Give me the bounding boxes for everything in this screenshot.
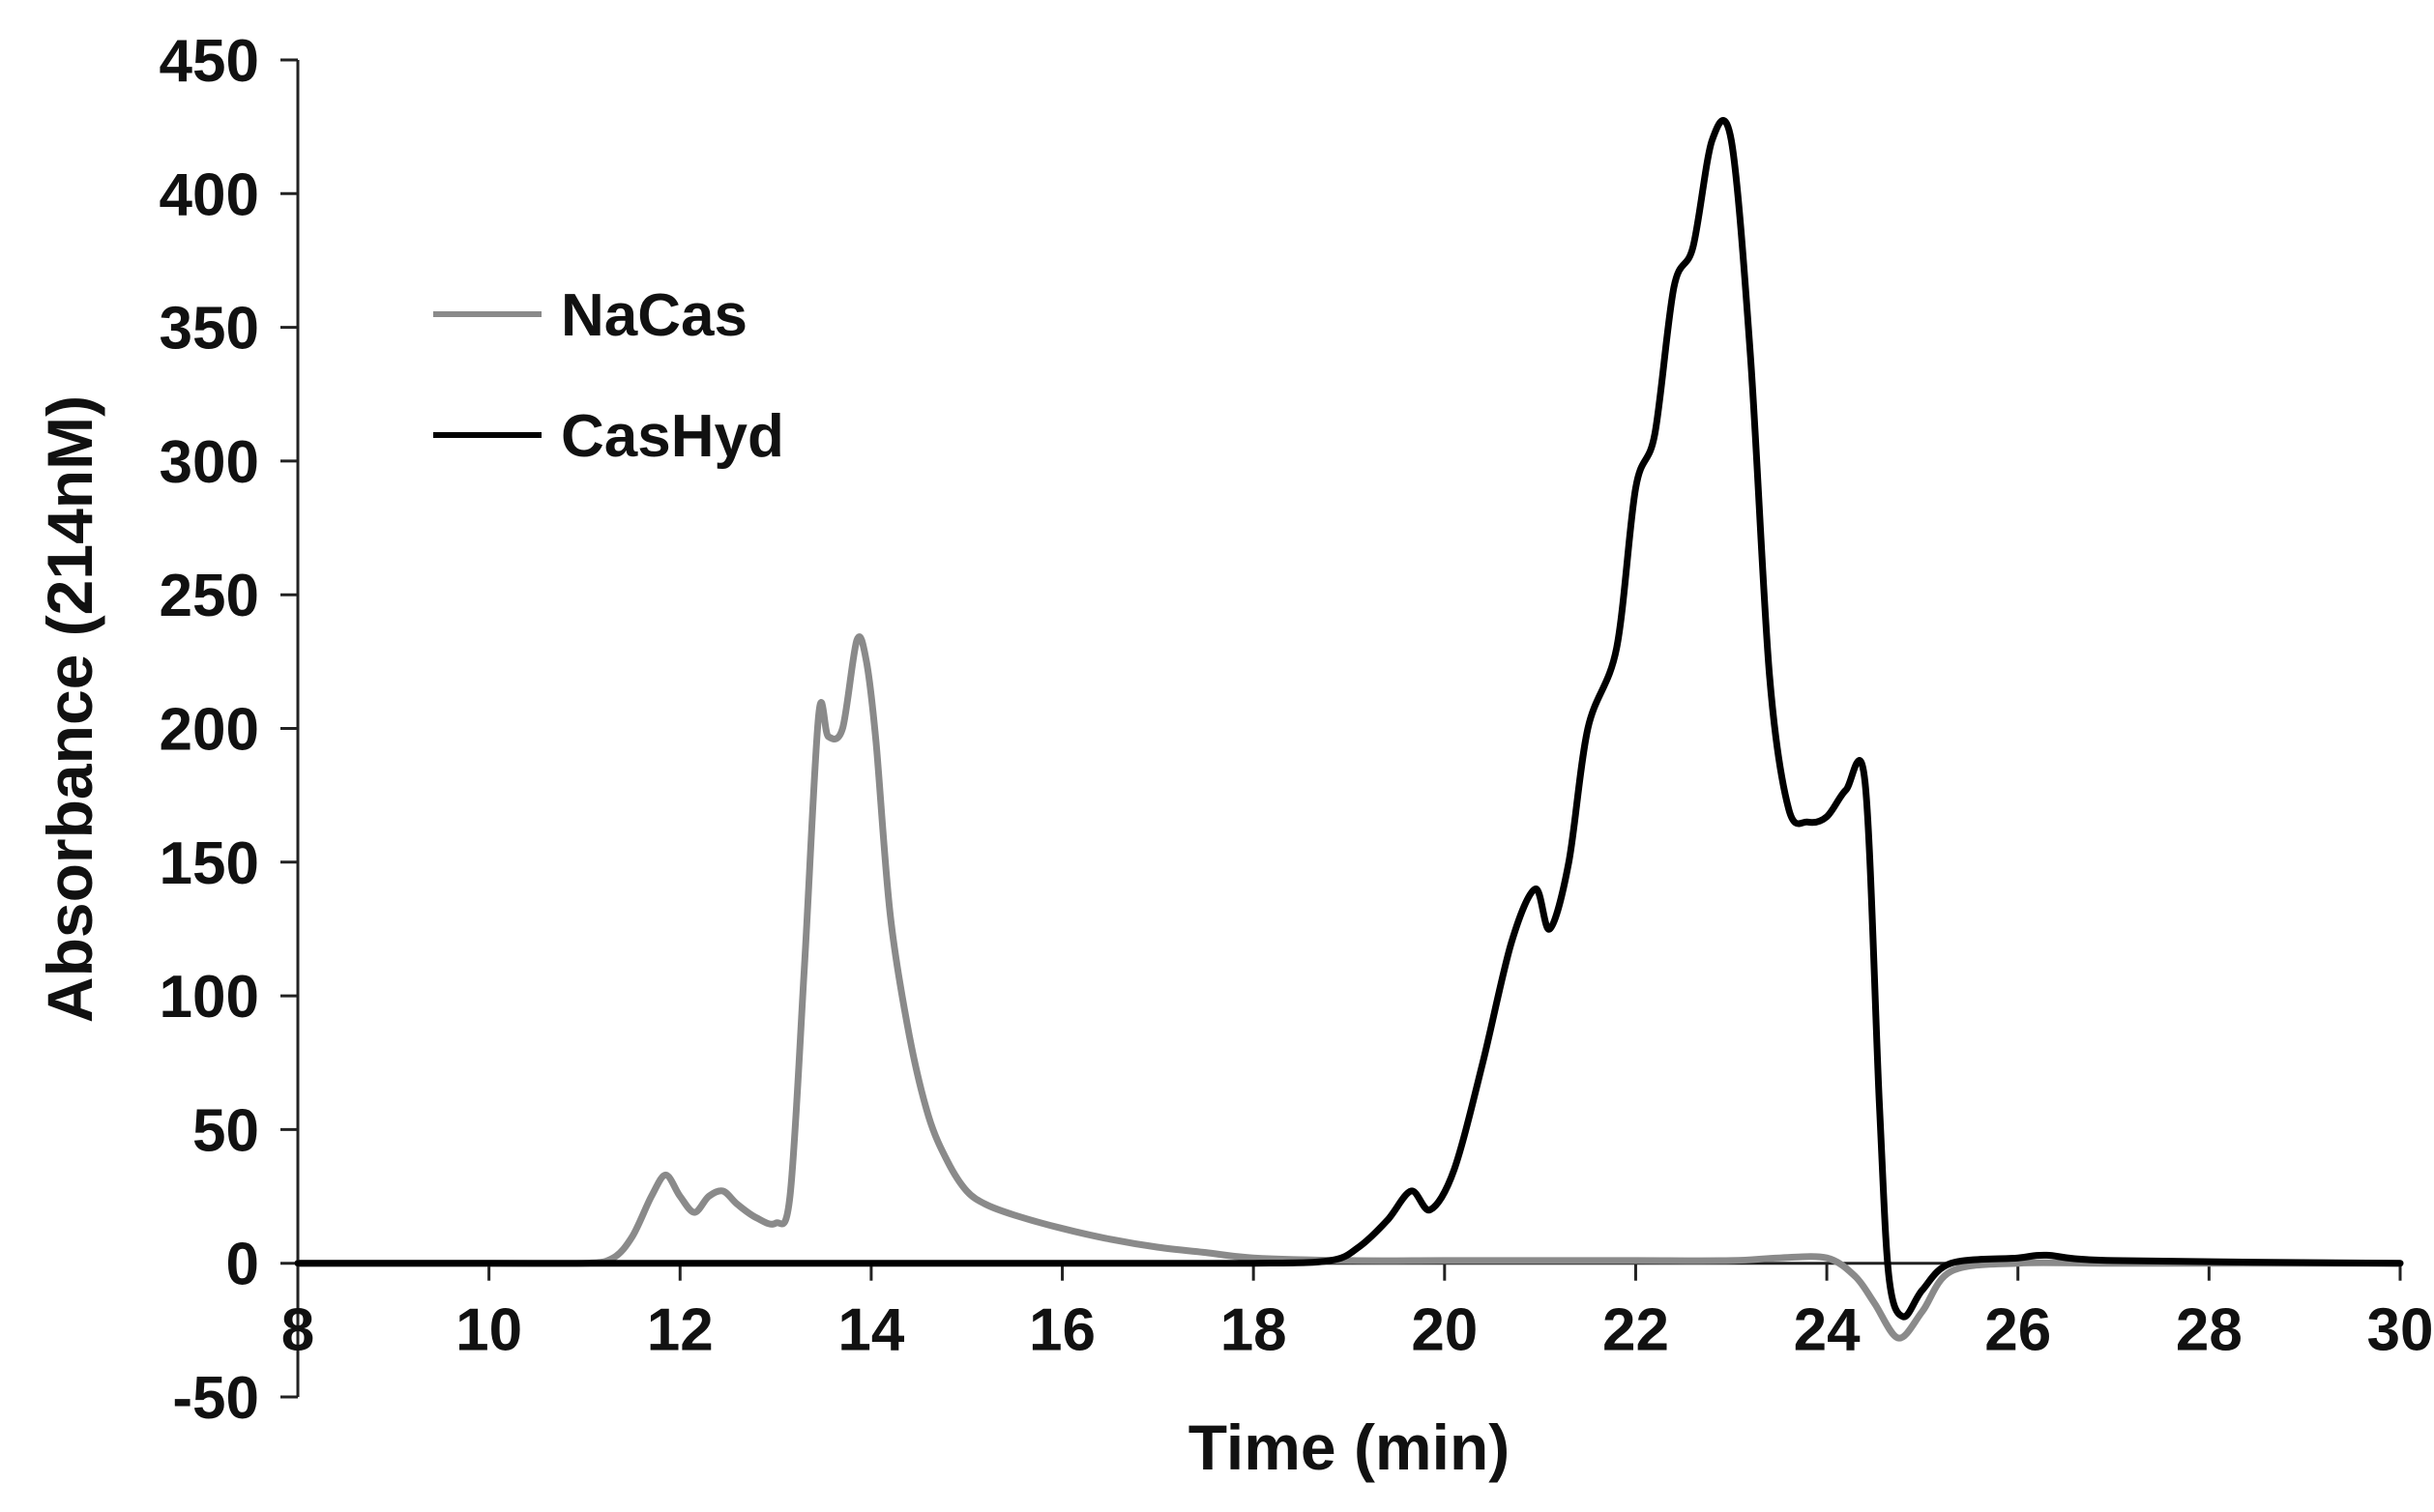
y-tick-label: -50 bbox=[172, 1365, 259, 1432]
y-axis-title: Absorbance (214nM) bbox=[34, 395, 105, 1023]
axes: 450 400 350 300 250 200 150 100 50 0 -50 8 10 12 14 16… bbox=[160, 28, 2434, 1432]
x-tick-label: 26 bbox=[1984, 1297, 2051, 1364]
nacas-line bbox=[294, 633, 2404, 1342]
y-tick-label: 350 bbox=[160, 296, 259, 363]
series-layer bbox=[294, 117, 2404, 1342]
y-tick-label: 300 bbox=[160, 429, 259, 496]
legend: NaCas CasHyd bbox=[433, 282, 784, 470]
y-ticks: 450 400 350 300 250 200 150 100 50 0 -50 bbox=[160, 28, 298, 1432]
legend-label-nacas: NaCas bbox=[561, 282, 748, 349]
x-tick-label: 28 bbox=[2176, 1297, 2243, 1364]
y-tick-label: 50 bbox=[192, 1097, 259, 1164]
cashyd-line bbox=[294, 117, 2404, 1321]
y-tick-label: 400 bbox=[160, 161, 259, 228]
y-tick-label: 150 bbox=[160, 830, 259, 897]
x-ticks: 8 10 12 14 16 18 20 22 24 26 28 30 bbox=[281, 1263, 2434, 1364]
x-tick-label: 30 bbox=[2367, 1297, 2434, 1364]
x-tick-label: 20 bbox=[1411, 1297, 1478, 1364]
x-tick-label: 24 bbox=[1794, 1297, 1861, 1364]
x-tick-label: 22 bbox=[1602, 1297, 1669, 1364]
x-tick-label: 16 bbox=[1029, 1297, 1096, 1364]
x-tick-label: 12 bbox=[647, 1297, 714, 1364]
x-tick-label: 18 bbox=[1220, 1297, 1287, 1364]
y-tick-label: 200 bbox=[160, 697, 259, 764]
x-tick-label: 10 bbox=[455, 1297, 522, 1364]
y-tick-label: 100 bbox=[160, 964, 259, 1031]
legend-label-cashyd: CasHyd bbox=[561, 403, 784, 470]
y-tick-label: 450 bbox=[160, 28, 259, 95]
y-tick-label: 0 bbox=[226, 1232, 259, 1298]
x-axis-title: Time (min) bbox=[1188, 1411, 1510, 1483]
x-tick-label: 8 bbox=[281, 1297, 314, 1364]
y-tick-label: 250 bbox=[160, 563, 259, 629]
x-tick-label: 14 bbox=[837, 1297, 904, 1364]
